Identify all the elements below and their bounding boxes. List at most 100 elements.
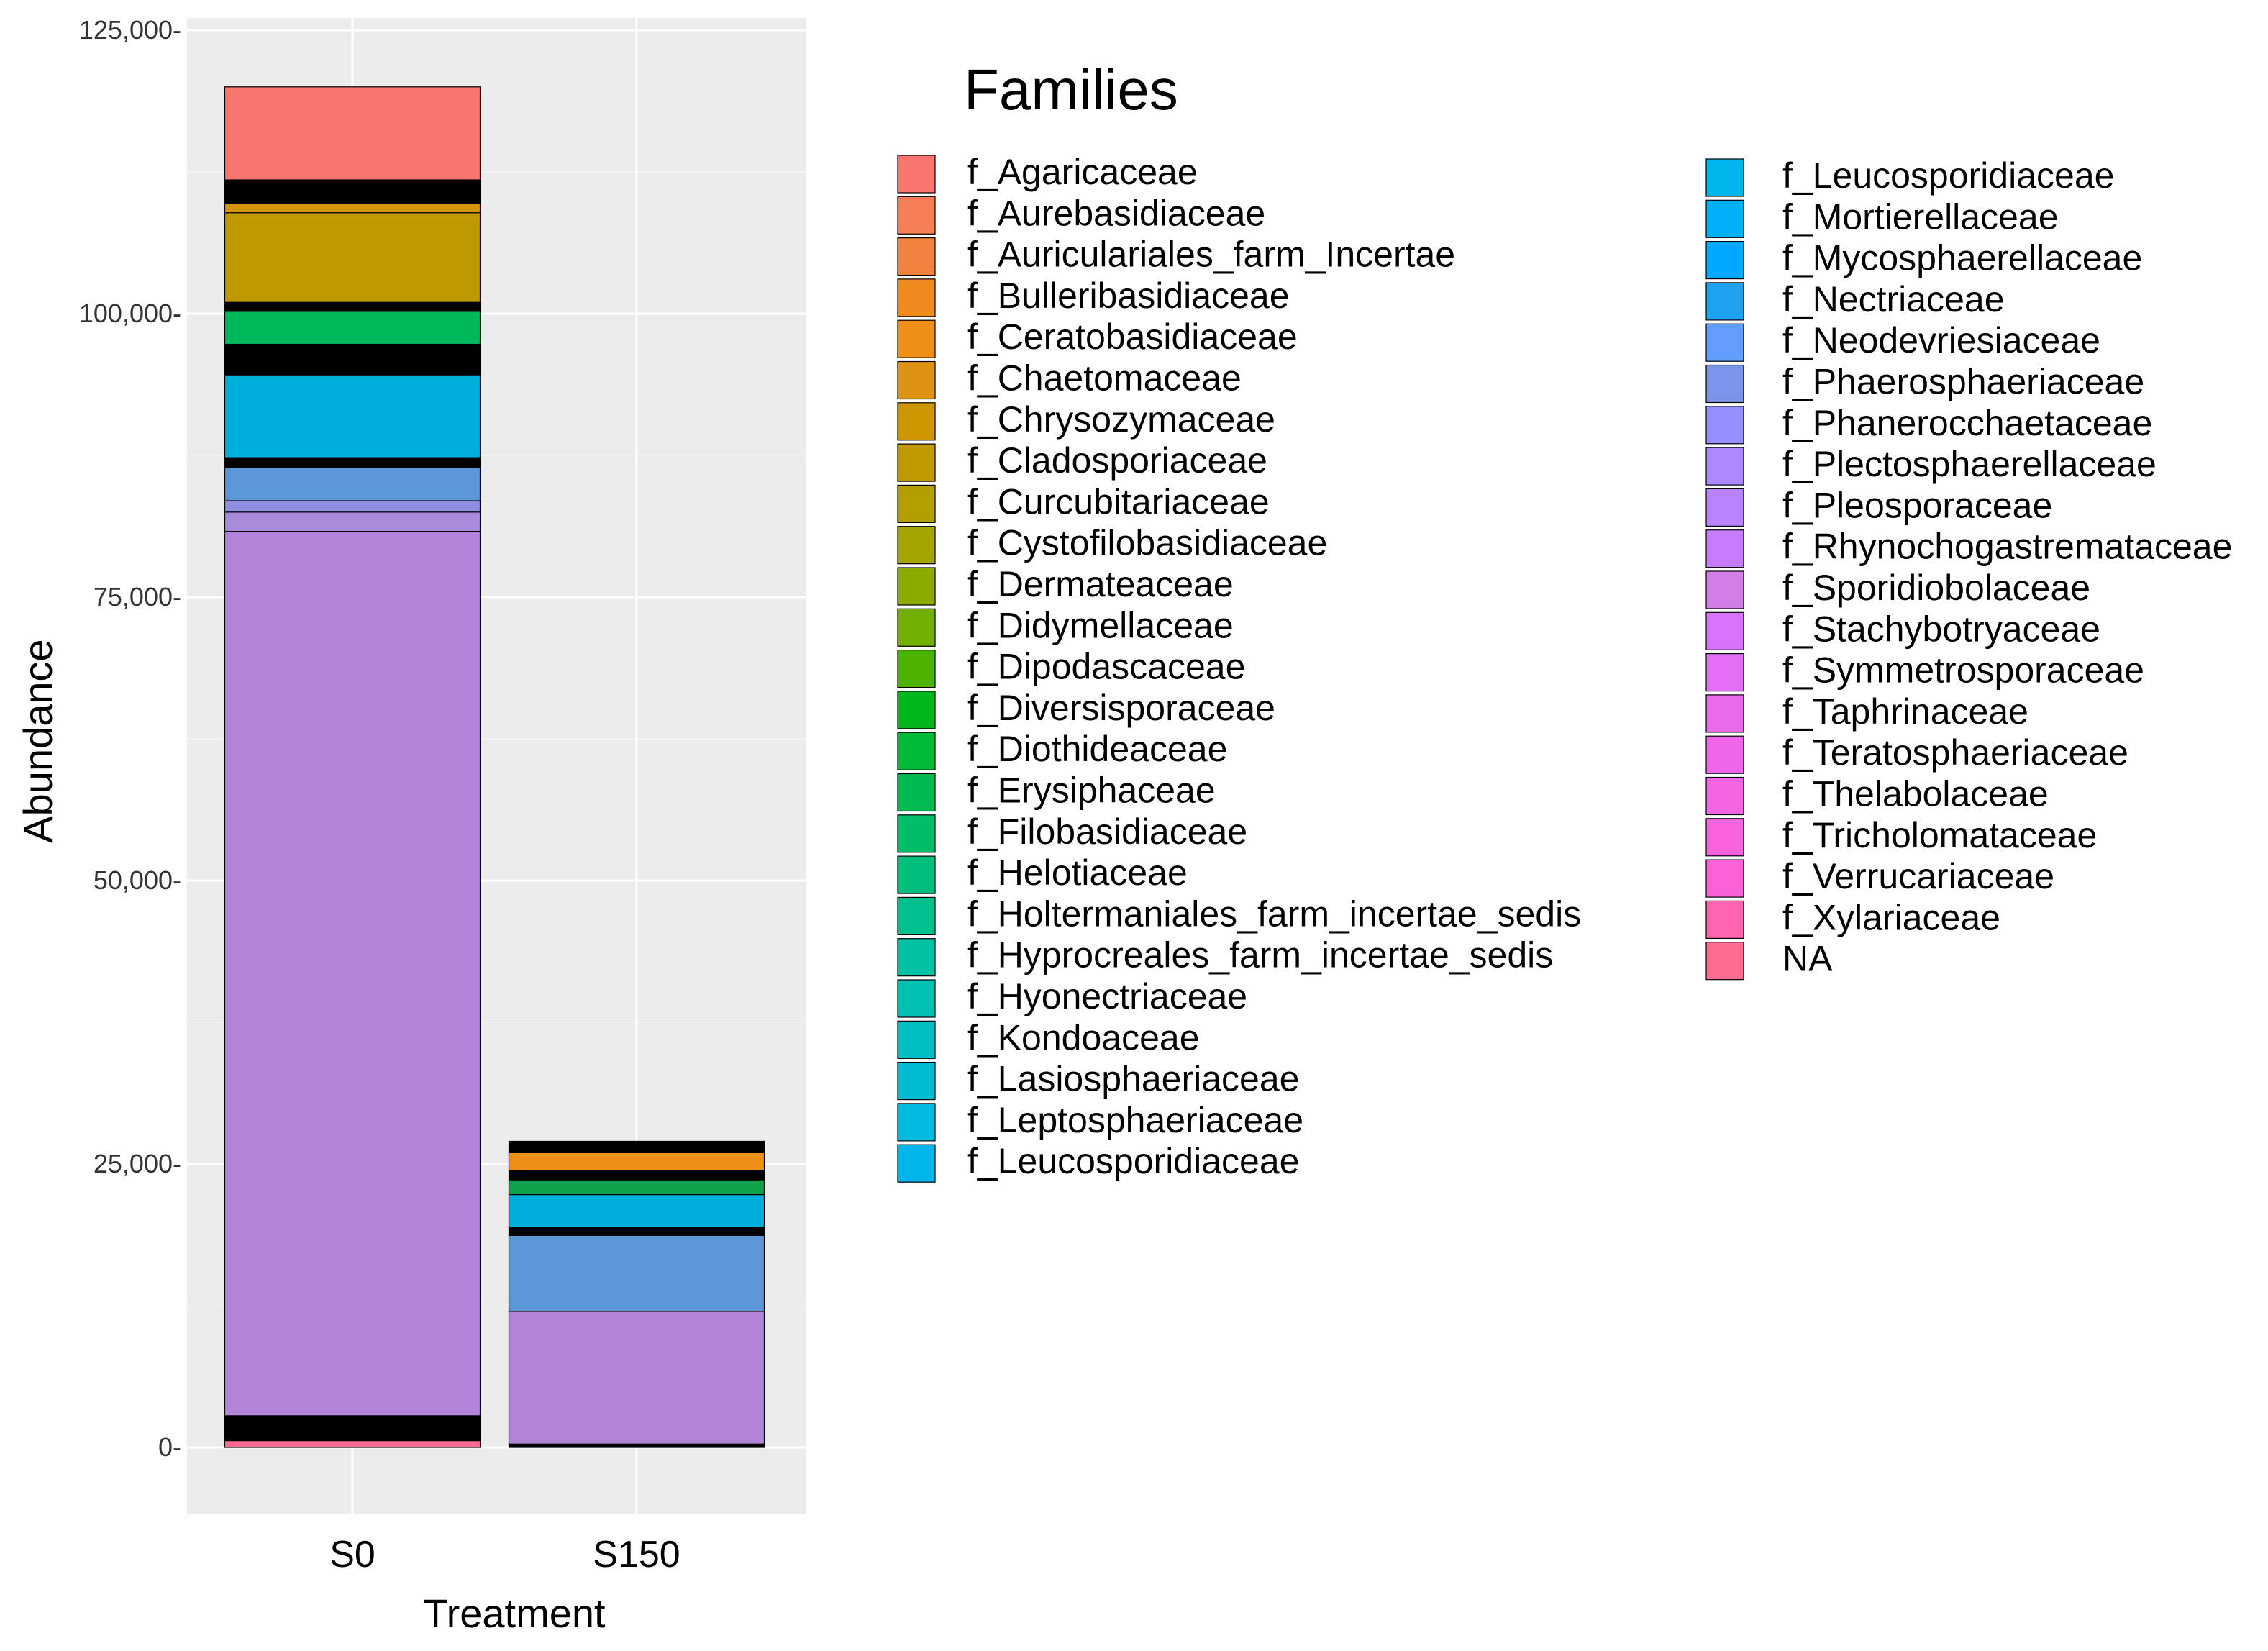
legend-key — [1705, 570, 1744, 609]
legend-key — [1705, 406, 1744, 445]
legend-item: f_Sporidiobolaceae — [1705, 568, 2090, 609]
legend-label: f_Curcubitariaceae — [967, 481, 1270, 522]
legend-item: f_Didymellaceae — [897, 605, 1234, 647]
legend-item: f_Erysiphaceae — [897, 770, 1216, 812]
bar-segment-unlabeled — [224, 1415, 481, 1442]
bar-layer — [224, 86, 765, 1448]
legend-key — [897, 196, 936, 235]
legend-key — [897, 319, 936, 358]
legend-item: f_Symmetrosporaceae — [1705, 650, 2144, 692]
legend-item: f_Filobasidiaceae — [897, 811, 1247, 853]
legend-key — [897, 484, 936, 524]
legend-label: f_Hyprocreales_farm_incertae_sedis — [967, 935, 1553, 975]
legend-label: f_Hyonectriaceae — [967, 976, 1247, 1016]
legend-item: f_Agaricaceae — [897, 152, 1198, 194]
legend-key — [897, 608, 936, 647]
legend-item: f_Bulleribasidiaceae — [897, 276, 1290, 317]
legend-item: f_Curcubitariaceae — [897, 481, 1270, 524]
bar-segment-f-plectosphaerellaceae — [224, 511, 481, 532]
bar-segment-unlabeled — [224, 343, 481, 376]
legend-key — [1705, 942, 1744, 981]
legend-label: f_Diothideaceae — [967, 729, 1227, 769]
bar-segment-f-chaetomaceae — [224, 203, 481, 214]
legend-key — [897, 855, 936, 894]
legend-item: f_Cystofilobasidiaceae — [897, 523, 1327, 565]
bar-segment-unlabeled — [508, 1443, 765, 1448]
legend-item: f_Helotiaceae — [897, 852, 1188, 894]
legend-item: f_Pleosporaceae — [1705, 485, 2052, 527]
x-axis-title: Treatment — [423, 1591, 606, 1636]
legend-label: f_Plectosphaerellaceae — [1782, 444, 2157, 484]
bar-segment-na — [224, 1439, 481, 1448]
legend-item: f_Dermateaceae — [897, 564, 1234, 606]
legend-item: f_Teratosphaeriaceae — [1705, 732, 2128, 774]
bar-segment-unlabeled — [224, 301, 481, 312]
legend-label: f_Verrucariaceae — [1782, 856, 2054, 896]
legend-item: f_Rhynochogastremataceae — [1705, 527, 2232, 568]
legend-title: Families — [964, 58, 1178, 122]
bar-segment-f-pleosporaceae — [508, 1311, 765, 1445]
legend-item: f_Diothideaceae — [897, 729, 1227, 770]
legend-label: NA — [1782, 939, 1833, 979]
legend-label: f_Taphrinaceae — [1782, 691, 2028, 732]
bar-segment-unlabeled — [224, 179, 481, 204]
bar-s150 — [508, 1140, 765, 1448]
x-tick-label: S0 — [329, 1534, 375, 1575]
bar-segment-f-ceratobasidiaceae — [508, 1152, 765, 1172]
legend-label: f_Pleosporaceae — [1782, 485, 2052, 525]
legend-key — [1705, 241, 1744, 280]
legend-label: f_Dipodascaceae — [967, 647, 1245, 687]
bar-segment-f-neodevriesiaceae — [224, 467, 481, 501]
legend-label: f_Holtermaniales_farm_incertae_sedis — [967, 893, 1581, 934]
legend: Families f_Agaricaceaef_Aurebasidiaceaef… — [897, 58, 2232, 1183]
legend-label: f_Leptosphaeriaceae — [967, 1100, 1303, 1140]
legend-item: f_Aurebasidiaceae — [897, 193, 1265, 235]
bar-segment-unlabeled — [508, 1227, 765, 1236]
legend-key — [1705, 529, 1744, 568]
legend-item: f_Leucosporidiaceae — [897, 1141, 1299, 1183]
legend-key — [897, 278, 936, 317]
legend-item: f_Holtermaniales_farm_incertae_sedis — [897, 893, 1581, 936]
bar-segment-unlabeled — [508, 1140, 765, 1153]
legend-key — [897, 1061, 936, 1101]
bar-segment-f-pleosporaceae — [224, 530, 481, 1416]
legend-item: f_Stachybotryaceae — [1705, 609, 2100, 650]
legend-key — [897, 979, 936, 1018]
legend-item: f_Mortierellaceae — [1705, 196, 2059, 238]
legend-key — [897, 649, 936, 688]
legend-label: f_Mycosphaerellaceae — [1782, 238, 2142, 278]
legend-label: f_Mortierellaceae — [1782, 196, 2059, 237]
legend-key — [897, 1103, 936, 1142]
legend-item: f_Tricholomataceae — [1705, 815, 2097, 857]
legend-item: f_Chaetomaceae — [897, 358, 1242, 400]
legend-label: f_Phanerocchaetaceae — [1782, 403, 2152, 443]
y-tick-label: 125,000- — [79, 15, 181, 45]
bar-segment-unlabeled — [224, 457, 481, 468]
legend-key — [897, 402, 936, 441]
legend-key — [897, 814, 936, 853]
legend-label: f_Phaerosphaeriaceae — [1782, 362, 2144, 402]
legend-item: f_Lasiosphaeriaceae — [897, 1059, 1299, 1101]
legend-key — [897, 567, 936, 606]
legend-label: f_Nectriaceae — [1782, 279, 2005, 319]
legend-label: f_Cladosporiaceae — [967, 440, 1267, 481]
legend-key — [897, 237, 936, 276]
legend-item: f_Mycosphaerellaceae — [1705, 238, 2142, 280]
legend-item: f_Neodevriesiaceae — [1705, 320, 2100, 362]
bar-segment-f-leucosporidiaceae — [508, 1193, 765, 1228]
legend-key — [1705, 488, 1744, 527]
y-tick-label: 100,000- — [79, 299, 181, 328]
legend-label: f_Stachybotryaceae — [1782, 609, 2100, 649]
legend-key — [897, 691, 936, 729]
legend-item: f_Auriculariales_farm_Incertae — [897, 235, 1455, 276]
legend-key — [897, 443, 936, 482]
y-tick-label: 50,000- — [94, 865, 181, 895]
legend-item: f_Thelabolaceae — [1705, 774, 2049, 816]
y-axis-title: Abundance — [15, 639, 60, 842]
legend-label: f_Chrysozymaceae — [967, 399, 1275, 440]
legend-key — [1705, 735, 1744, 774]
legend-item: f_Nectriaceae — [1705, 279, 2005, 321]
legend-key — [1705, 199, 1744, 238]
legend-label: f_Tricholomataceae — [1782, 815, 2097, 855]
x-axis: S0 S150 — [329, 1534, 680, 1575]
